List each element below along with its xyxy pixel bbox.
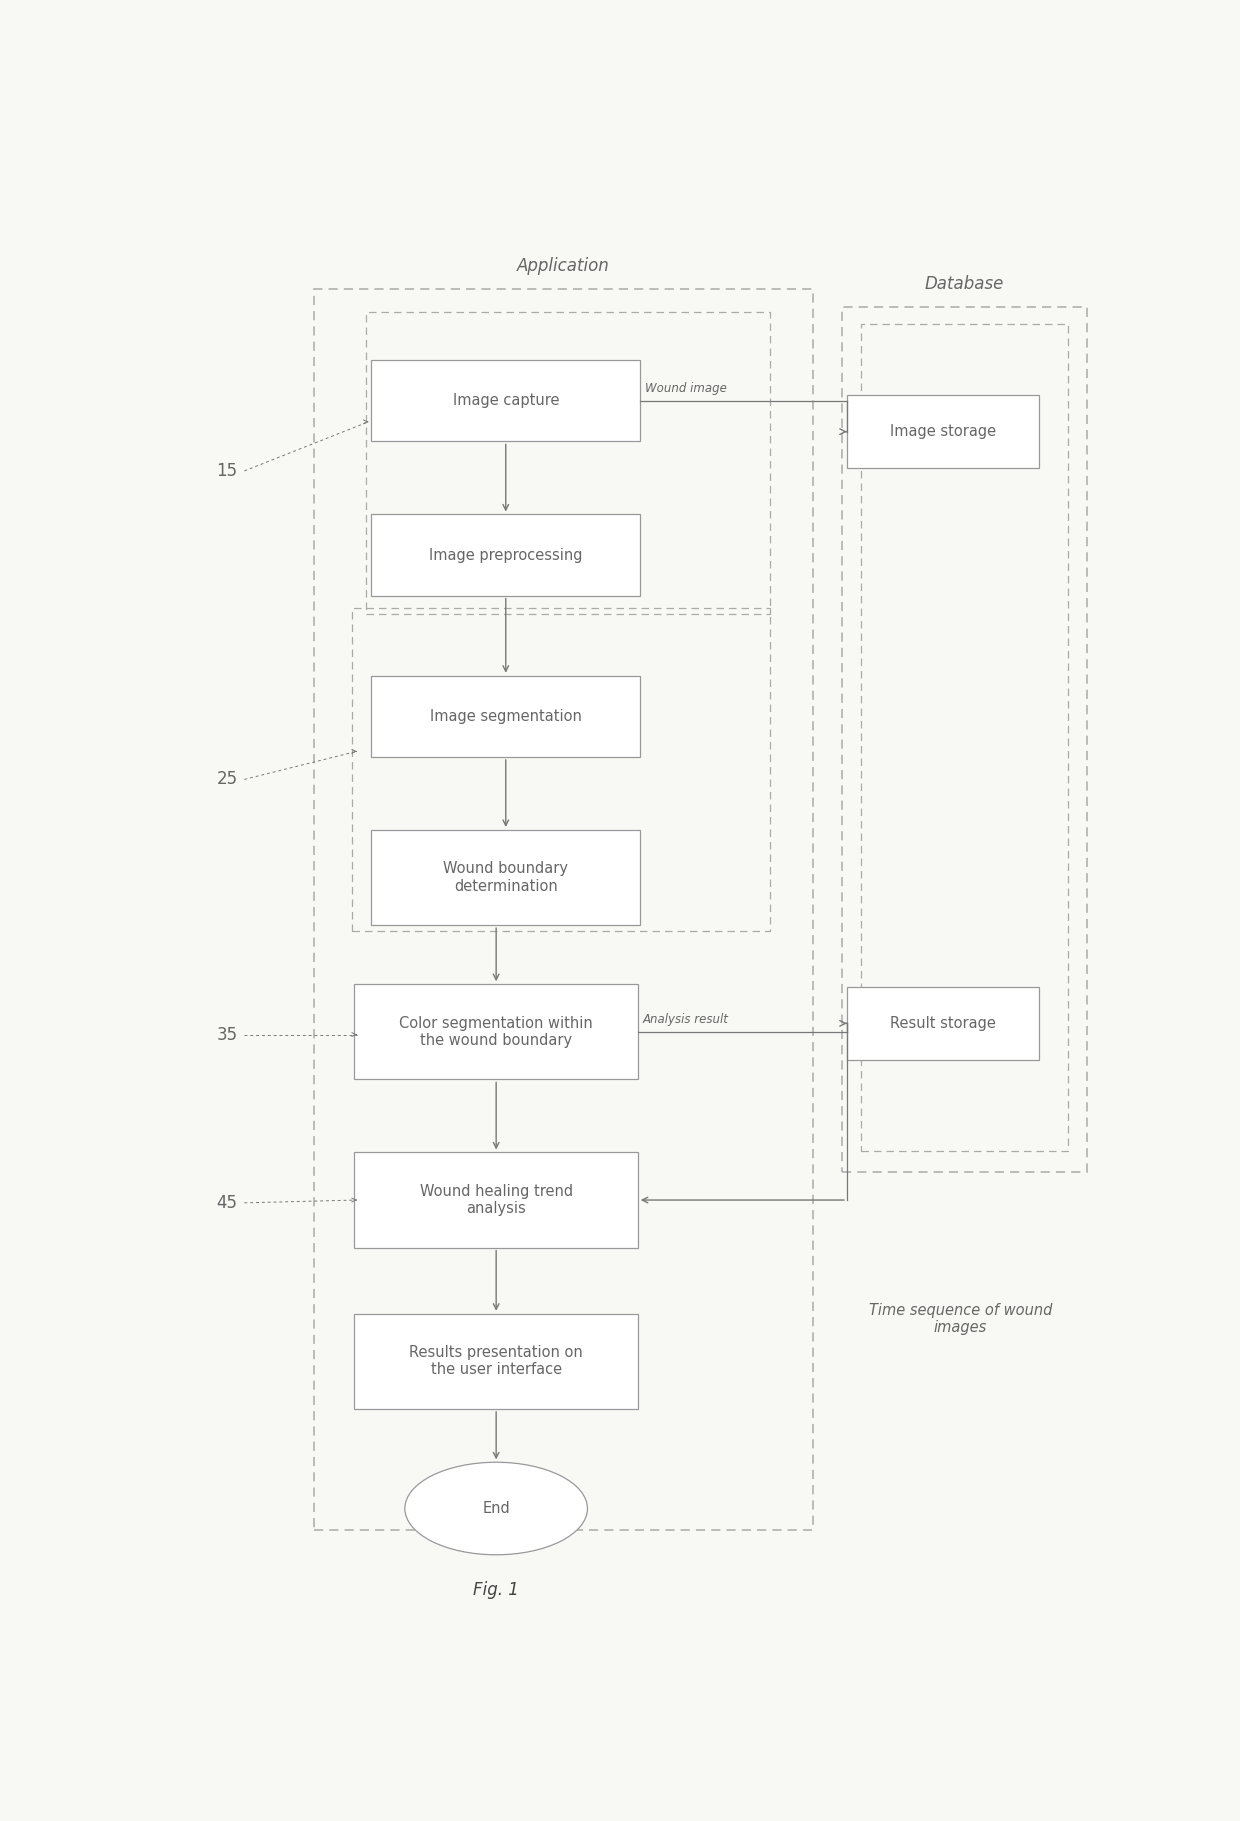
- Bar: [371, 676, 640, 758]
- Text: Results presentation on
the user interface: Results presentation on the user interfa…: [409, 1346, 583, 1377]
- Text: Result storage: Result storage: [890, 1016, 996, 1031]
- Bar: [367, 313, 770, 614]
- Text: Time sequence of wound
images: Time sequence of wound images: [869, 1304, 1052, 1335]
- Bar: [842, 308, 1087, 1173]
- Text: Image segmentation: Image segmentation: [430, 708, 582, 723]
- Text: Wound image: Wound image: [645, 382, 727, 395]
- Text: Analysis result: Analysis result: [642, 1012, 729, 1027]
- Text: 35: 35: [217, 1025, 238, 1043]
- Text: End: End: [482, 1501, 510, 1517]
- Bar: [355, 983, 637, 1080]
- Text: Image preprocessing: Image preprocessing: [429, 548, 583, 563]
- Bar: [371, 361, 640, 441]
- Bar: [862, 324, 1068, 1151]
- Bar: [355, 1153, 637, 1247]
- Text: 45: 45: [217, 1195, 238, 1211]
- Text: 15: 15: [217, 463, 238, 481]
- Text: Wound boundary
determination: Wound boundary determination: [443, 861, 568, 894]
- Text: Database: Database: [925, 275, 1004, 293]
- Text: Color segmentation within
the wound boundary: Color segmentation within the wound boun…: [399, 1016, 593, 1047]
- Text: 25: 25: [217, 770, 238, 788]
- Text: Fig. 1: Fig. 1: [474, 1581, 520, 1599]
- Text: Wound healing trend
analysis: Wound healing trend analysis: [419, 1184, 573, 1216]
- Bar: [314, 288, 813, 1530]
- Bar: [371, 830, 640, 925]
- Ellipse shape: [404, 1462, 588, 1555]
- Text: Image storage: Image storage: [890, 424, 996, 439]
- Text: Image capture: Image capture: [453, 393, 559, 408]
- Text: Application: Application: [517, 257, 610, 275]
- Bar: [847, 395, 1039, 468]
- Bar: [371, 514, 640, 595]
- Bar: [847, 987, 1039, 1060]
- Bar: [355, 1313, 637, 1409]
- Bar: [352, 608, 770, 931]
